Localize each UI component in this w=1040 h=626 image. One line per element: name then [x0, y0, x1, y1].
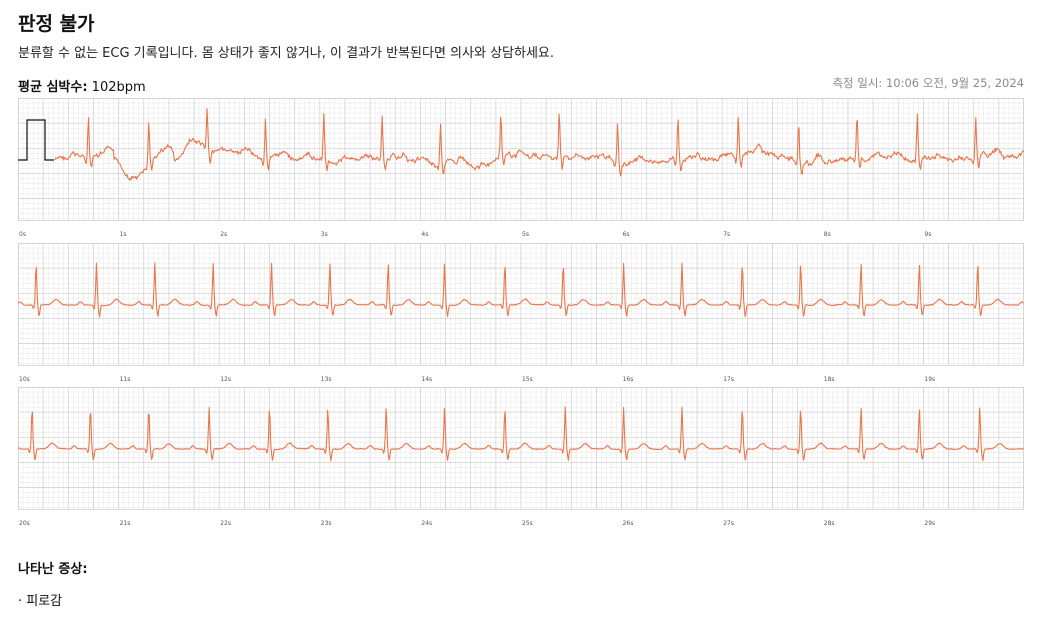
time-tick-label: 7s: [723, 231, 730, 238]
time-tick-label: 22s: [220, 520, 231, 527]
time-tick-label: 28s: [824, 520, 835, 527]
ecg-chart-3: 20s 21s 22s 23s 24s 25s 26s 27s 28s 29s: [18, 387, 1024, 527]
time-tick-label: 4s: [421, 231, 428, 238]
time-tick-label: 16s: [623, 376, 634, 383]
ecg-trace: [18, 406, 1024, 462]
time-tick-label: 27s: [723, 520, 734, 527]
time-tick-label: 14s: [421, 376, 432, 383]
time-tick-label: 26s: [623, 520, 634, 527]
time-tick-label: 15s: [522, 376, 533, 383]
ecg-trace: [54, 108, 1024, 181]
ecg-trace: [18, 262, 1024, 318]
heart-rate-label: 평균 심박수:: [18, 80, 88, 95]
average-heart-rate: 평균 심박수: 102bpm: [18, 76, 146, 95]
time-tick-label: 8s: [824, 231, 831, 238]
calibration-pulse: [18, 119, 54, 161]
ecg-chart-2: 10s 11s 12s 13s 14s 15s 16s 17s 18s 19s: [18, 243, 1024, 383]
time-tick-label: 2s: [220, 231, 227, 238]
time-tick-label: 29s: [924, 520, 935, 527]
time-tick-label: 18s: [824, 376, 835, 383]
ecg-strip-2: 10s 11s 12s 13s 14s 15s 16s 17s 18s 19s: [18, 243, 1024, 393]
symptom-item: 피로감: [18, 590, 62, 609]
time-tick-label: 10s: [19, 376, 30, 383]
ecg-strip-1: 0s 1s 2s 3s 4s 5s 6s 7s 8s 9s: [18, 98, 1024, 248]
time-tick-label: 5s: [522, 231, 529, 238]
ecg-grid: [18, 98, 1024, 221]
ecg-chart-1: 0s 1s 2s 3s 4s 5s 6s 7s 8s 9s: [18, 98, 1024, 238]
time-tick-label: 23s: [321, 520, 332, 527]
ecg-strip-3: 20s 21s 22s 23s 24s 25s 26s 27s 28s 29s: [18, 387, 1024, 537]
time-tick-label: 19s: [924, 376, 935, 383]
time-tick-label: 17s: [723, 376, 734, 383]
time-tick-label: 0s: [19, 231, 26, 238]
time-tick-label: 13s: [321, 376, 332, 383]
time-tick-label: 1s: [120, 231, 127, 238]
time-tick-label: 3s: [321, 231, 328, 238]
symptoms-title: 나타난 증상:: [18, 562, 88, 577]
heart-rate-value: 102bpm: [91, 80, 146, 95]
time-tick-label: 21s: [120, 520, 131, 527]
symptoms-list: 피로감: [18, 590, 62, 609]
measurement-timestamp: 측정 일시: 10:06 오전, 9월 25, 2024: [832, 76, 1024, 90]
time-tick-label: 20s: [19, 520, 30, 527]
time-tick-label: 12s: [220, 376, 231, 383]
result-description: 분류할 수 없는 ECG 기록입니다. 몸 상태가 좋지 않거나, 이 결과가 …: [18, 46, 555, 61]
time-tick-label: 11s: [120, 376, 131, 383]
time-tick-label: 25s: [522, 520, 533, 527]
time-tick-label: 9s: [924, 231, 931, 238]
time-tick-label: 6s: [623, 231, 630, 238]
time-tick-label: 24s: [421, 520, 432, 527]
result-title: 판정 불가: [18, 13, 95, 35]
ecg-grid: [18, 387, 1024, 510]
